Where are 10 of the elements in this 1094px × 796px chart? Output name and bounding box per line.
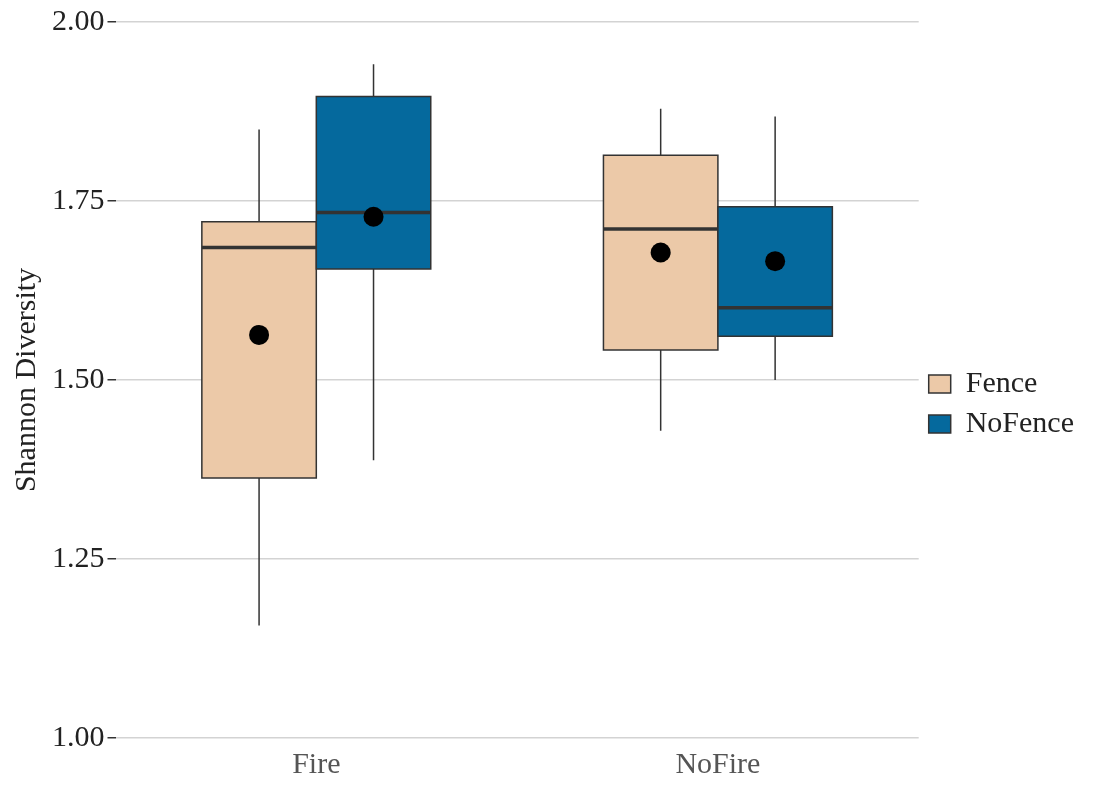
legend-label: NoFence [965,404,1074,438]
y-tick-label: 1.00 [52,718,105,752]
y-axis-title: Shannon Diversity [7,267,41,493]
x-tick-label: NoFire [675,745,761,779]
y-tick-label: 1.50 [52,360,105,394]
legend-label: Fence [965,364,1038,398]
y-tick-label: 1.75 [52,181,105,215]
y-tick-label: 2.00 [52,2,105,36]
y-tick-label: 1.25 [52,539,105,573]
x-tick-label: Fire [292,745,341,779]
